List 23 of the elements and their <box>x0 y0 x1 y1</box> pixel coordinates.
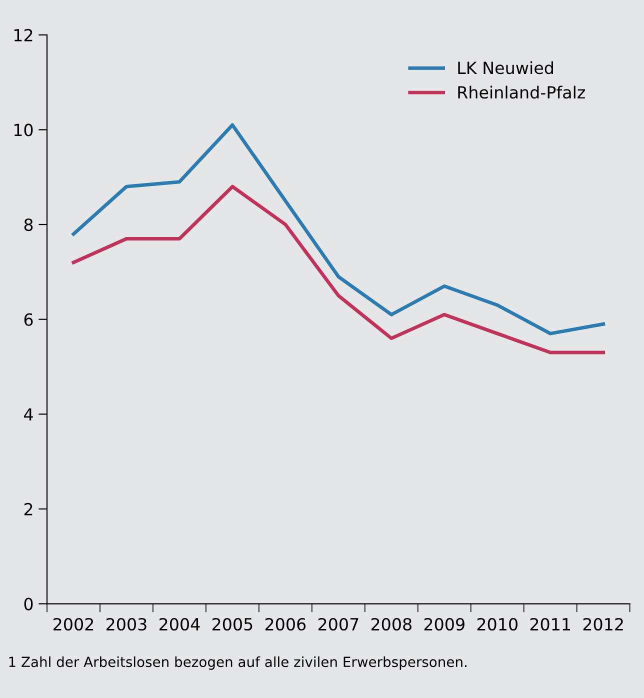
y-tick-label: 2 <box>24 502 32 516</box>
y-tick-label: 4 <box>24 408 33 420</box>
x-tick-label: 2008 <box>371 618 412 631</box>
line-series <box>72 184 606 354</box>
y-tick-label: 8 <box>24 218 33 232</box>
x-tick-label: 2009 <box>424 618 464 631</box>
y-tick-label: 6 <box>24 313 33 326</box>
x-tick-label: 2010 <box>477 618 518 631</box>
x-tick-label: 2003 <box>106 618 146 631</box>
x-tick-label: 2011 <box>530 618 570 631</box>
x-tick-label: 2002 <box>54 618 94 631</box>
legend-label: LK Neuwied <box>458 61 553 74</box>
legend-label: Rheinland-Pfalz <box>458 86 585 99</box>
x-tick-label: 2006 <box>265 618 306 631</box>
x-tick-label: 2005 <box>212 618 252 631</box>
x-tick-label: 2012 <box>583 618 623 631</box>
y-tick-label: 10 <box>14 124 33 136</box>
x-tick-label: 2007 <box>318 618 358 631</box>
line-series <box>72 123 606 336</box>
y-tick-label: 0 <box>24 598 33 610</box>
text: 1 Zahl der Arbeitslosen bezogen auf alle zivilen Erwerbspersonen. <box>9 656 466 670</box>
y-tick-label: 12 <box>14 28 32 42</box>
x-tick-label: 2004 <box>159 618 200 631</box>
